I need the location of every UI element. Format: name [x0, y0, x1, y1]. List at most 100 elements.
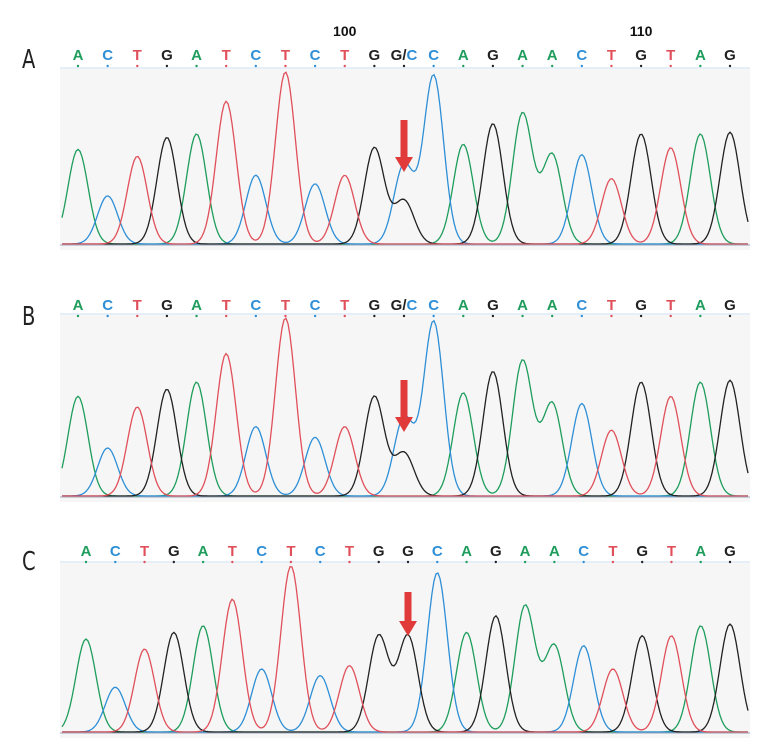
base-call-marker: [610, 64, 613, 68]
base-call-label: G: [635, 47, 647, 64]
base-call-marker: [728, 314, 732, 318]
mutation-arrow-shaft: [404, 592, 412, 622]
base-call-marker: [136, 314, 139, 318]
base-call-label: C: [250, 297, 261, 314]
base-call-label: C: [102, 297, 113, 314]
base-call-marker: [699, 560, 702, 564]
base-call-marker: [402, 64, 406, 68]
base-call-label: A: [191, 297, 202, 314]
base-call-label: A: [549, 543, 560, 560]
base-call-marker: [143, 560, 146, 564]
trace-g: [62, 614, 749, 733]
base-call-marker: [254, 64, 258, 68]
base-call-marker: [106, 64, 109, 68]
base-call-label: T: [286, 543, 295, 560]
base-call-label: T: [340, 47, 349, 64]
trace-g: [62, 371, 749, 497]
base-call-marker: [318, 560, 322, 564]
base-call-label: T: [281, 297, 290, 314]
base-call-label: T: [607, 47, 616, 64]
base-call-label: G: [635, 297, 647, 314]
base-call-label: T: [608, 543, 617, 560]
base-call-label: C: [428, 47, 439, 64]
base-call-marker: [254, 314, 258, 318]
base-call-label: A: [695, 47, 706, 64]
base-call-marker: [553, 560, 556, 564]
base-call-marker: [523, 560, 527, 564]
base-call-label: G: [487, 47, 499, 64]
panel-label: C: [22, 547, 36, 577]
base-call-marker: [699, 314, 702, 318]
mutation-arrow-icon: [399, 621, 417, 636]
base-call-label: A: [73, 47, 84, 64]
panel-label: A: [22, 45, 36, 75]
base-call-marker: [313, 64, 317, 68]
base-call-label: A: [695, 543, 706, 560]
base-call-marker: [521, 314, 524, 318]
base-call-label: G: [724, 297, 736, 314]
base-call-label: T: [340, 297, 349, 314]
base-call-label: T: [222, 47, 231, 64]
base-call-marker: [582, 560, 585, 564]
base-call-marker: [610, 314, 613, 318]
base-call-marker: [521, 64, 524, 68]
base-call-label: T: [133, 47, 142, 64]
base-call-marker: [432, 314, 435, 318]
base-call-marker: [289, 560, 293, 564]
base-call-marker: [136, 64, 139, 68]
mutation-arrow-shaft: [400, 120, 408, 158]
base-call-label: C: [576, 297, 587, 314]
base-call-marker: [639, 314, 643, 318]
base-call-marker: [76, 64, 80, 68]
base-call-marker: [699, 64, 702, 68]
base-call-label: C: [428, 297, 439, 314]
base-call-marker: [114, 560, 117, 564]
base-call-marker: [195, 314, 198, 318]
chromatogram-background: [60, 562, 750, 738]
base-call-marker: [669, 314, 672, 318]
base-call-marker: [611, 560, 615, 564]
base-call-marker: [436, 560, 439, 564]
base-call-label: G: [161, 297, 173, 314]
base-call-marker: [491, 64, 495, 68]
base-call-marker: [373, 314, 376, 318]
position-label: 100: [333, 23, 357, 39]
base-call-label: G: [373, 543, 385, 560]
base-call-label: T: [607, 297, 616, 314]
base-call-marker: [284, 314, 287, 318]
base-call-marker: [195, 64, 198, 68]
base-call-label: G: [636, 543, 648, 560]
chromatogram-svg: A C T G A T C T C T G G/C C A G A A C T G T A G: [60, 297, 750, 502]
base-call-marker: [201, 560, 205, 564]
base-call-label: T: [281, 47, 290, 64]
base-call-label: A: [517, 47, 528, 64]
base-call-label: C: [310, 297, 321, 314]
base-call-label: G/C: [391, 297, 418, 314]
base-call-marker: [728, 560, 732, 564]
base-call-marker: [432, 64, 435, 68]
base-call-label: A: [81, 543, 92, 560]
base-call-label: C: [110, 543, 121, 560]
base-call-marker: [406, 560, 410, 564]
chromatogram-svg: 100 110 A C T G A T C T C T G G/C C A G A A C T G T A G: [60, 23, 750, 250]
base-call-marker: [580, 64, 584, 68]
position-label: 110: [630, 23, 653, 39]
base-call-marker: [494, 560, 498, 564]
base-call-marker: [284, 64, 287, 68]
base-call-marker: [231, 560, 234, 564]
base-call-label: A: [461, 543, 472, 560]
base-call-label: T: [133, 297, 142, 314]
base-call-marker: [106, 314, 109, 318]
base-call-label: G: [168, 543, 180, 560]
base-call-marker: [550, 64, 554, 68]
base-call-label: A: [695, 297, 706, 314]
base-call-label: T: [222, 297, 231, 314]
base-call-marker: [377, 560, 380, 564]
base-call-label: T: [345, 543, 354, 560]
base-call-label: G/C: [391, 47, 418, 64]
base-call-marker: [580, 314, 584, 318]
base-call-label: C: [256, 543, 267, 560]
base-call-label: G: [369, 47, 381, 64]
base-call-marker: [728, 64, 732, 68]
